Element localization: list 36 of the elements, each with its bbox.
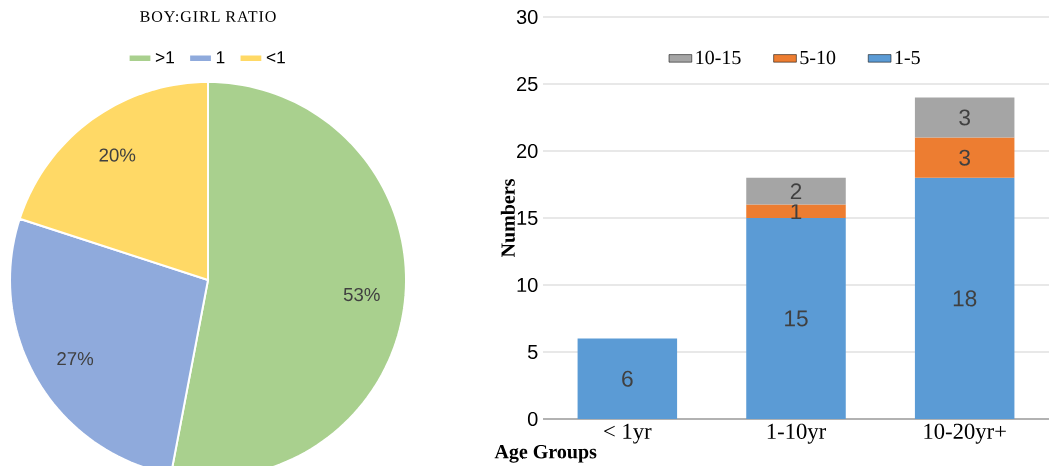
data-label: 20% xyxy=(99,148,136,162)
data-label: 2 xyxy=(790,183,802,200)
data-label: 18 xyxy=(953,290,977,307)
y-tick-label: 10 xyxy=(517,277,538,293)
bar xyxy=(914,97,1015,138)
data-label: 53% xyxy=(343,287,380,302)
bar xyxy=(746,204,846,218)
chart-title: BOY:GIRL RATIO xyxy=(140,11,276,22)
data-label: 1 xyxy=(791,203,802,220)
legend-label: >1 xyxy=(155,51,174,64)
y-tick-label: 30 xyxy=(516,9,538,25)
legend-label: 1-5 xyxy=(895,50,920,65)
y-tick-label: 15 xyxy=(517,211,538,225)
data-label: 3 xyxy=(959,149,970,166)
legend-label: 5-10 xyxy=(800,50,836,65)
data-label: 3 xyxy=(959,109,970,126)
y-tick-label: 25 xyxy=(517,76,538,92)
data-label: 27% xyxy=(57,352,94,366)
legend-label: 10-15 xyxy=(696,50,741,65)
bar xyxy=(746,177,846,205)
y-tick-label: 5 xyxy=(527,345,538,359)
y-tick-label: 20 xyxy=(517,143,538,159)
x-axis-title: Age Groups xyxy=(494,445,597,463)
bar xyxy=(914,177,1015,419)
bar xyxy=(914,137,1015,178)
x-tick-label: 1-10yr xyxy=(767,423,827,444)
x-tick-label: 10-20yr+ xyxy=(924,423,1006,444)
x-tick-label: < 1yr xyxy=(604,423,652,444)
data-label: 15 xyxy=(785,310,808,327)
y-axis-title: Numbers xyxy=(500,179,515,258)
bar xyxy=(577,338,678,419)
data-label: 6 xyxy=(622,370,633,387)
bar xyxy=(746,217,846,419)
y-tick-label: 0 xyxy=(527,411,538,427)
legend-label: 1 xyxy=(216,51,225,64)
legend-label: <1 xyxy=(266,51,285,64)
